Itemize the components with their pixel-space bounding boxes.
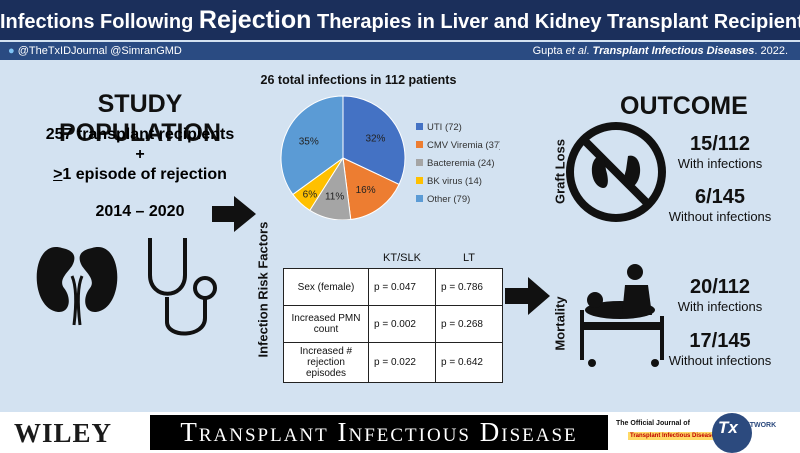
table-header: KT/SLK LT bbox=[284, 248, 503, 269]
p-value-cell: p = 0.047 bbox=[368, 268, 436, 306]
rejection-text: 1 episode of rejection bbox=[62, 166, 227, 183]
legend-label: UTI (72) bbox=[427, 122, 462, 133]
legend-swatch bbox=[416, 141, 423, 148]
legend-label: Other (79) bbox=[427, 194, 470, 205]
header-cell: LT bbox=[462, 252, 476, 264]
chart-title: 226 total infections in 112 patients bbox=[260, 73, 456, 87]
stethoscope-tube bbox=[165, 297, 207, 336]
pie-chart: 226 total infections in 112 patients 32%… bbox=[260, 73, 500, 220]
graft-without: 6/145 bbox=[694, 186, 746, 208]
table-row: Increased PMN count p = 0.002 p = 0.268 bbox=[283, 305, 503, 343]
graft-with-label: With infections bbox=[677, 156, 763, 171]
risk-table: KT/SLK LT Sex (female) p = 0.047 p = 0.786 In… bbox=[283, 248, 503, 383]
kidney-icon bbox=[591, 155, 641, 188]
citation-sep: . bbox=[586, 45, 593, 57]
official-text: The Official Journal of bbox=[616, 420, 690, 427]
network-sub: NETWORK bbox=[740, 422, 777, 429]
mortality-without-label: Without infections bbox=[668, 353, 772, 368]
slice-label: 6% bbox=[303, 189, 318, 200]
pie-slice bbox=[280, 95, 344, 196]
legend-label: CMV Viremia (37) bbox=[427, 140, 500, 151]
publisher: WILEY bbox=[14, 418, 113, 448]
factor-cell: Sex (female) bbox=[283, 268, 369, 306]
social-bar: ● @TheTxIDJournal @SimranGMD Gupta et al… bbox=[0, 42, 800, 60]
stethoscope-icon bbox=[148, 238, 187, 296]
doctor-head bbox=[627, 264, 643, 280]
arrow bbox=[505, 277, 550, 315]
legend-swatch bbox=[416, 195, 423, 202]
header-cell bbox=[284, 248, 369, 269]
slice-label: 35% bbox=[299, 137, 319, 148]
handles: @TheTxIDJournal @SimranGMD bbox=[17, 45, 182, 57]
kidney-icon bbox=[79, 247, 118, 313]
title-text: Infections Following bbox=[0, 11, 199, 33]
society-journal: Transplant Infectious Disease bbox=[628, 432, 717, 440]
gte-symbol: > bbox=[53, 166, 63, 183]
slice-label: 32% bbox=[365, 133, 385, 144]
study-heading: STUDY POPULATION bbox=[58, 90, 222, 147]
mortality-label: Mortality bbox=[552, 296, 568, 351]
graft-without-label: Without infections bbox=[668, 209, 772, 224]
graft-with: 15/112 bbox=[689, 133, 751, 155]
no-symbol-bar bbox=[581, 137, 651, 207]
years: 2014 – 2020 bbox=[95, 203, 185, 220]
patient-head bbox=[587, 292, 603, 308]
legend-label: BK virus (14) bbox=[427, 176, 482, 187]
bed-icon bbox=[582, 322, 662, 330]
legend-swatch bbox=[416, 159, 423, 166]
citation-etal: et al bbox=[565, 45, 587, 57]
legend-label: Bacteremia (24) bbox=[427, 158, 495, 169]
p-value-cell: p = 0.642 bbox=[435, 342, 503, 383]
bed-wheel bbox=[588, 359, 596, 367]
title-bar: Infections Following Rejection Therapies… bbox=[0, 0, 800, 40]
p-value-cell: p = 0.022 bbox=[368, 342, 436, 383]
bed-legs bbox=[580, 310, 664, 360]
mortality-with: 20/112 bbox=[689, 276, 751, 298]
citation-author: Gupta bbox=[532, 45, 566, 57]
citation: Gupta et al. Transplant Infectious Disea… bbox=[533, 42, 788, 60]
p-value-cell: p = 0.786 bbox=[435, 268, 503, 306]
pie-slice bbox=[342, 95, 406, 186]
title-text: Therapies in Liver and Kidney Transplant… bbox=[311, 11, 800, 33]
citation-year: . 2022. bbox=[754, 45, 788, 57]
arrow bbox=[212, 196, 256, 232]
header-cell: KT/SLK bbox=[383, 252, 421, 264]
table-row: Sex (female) p = 0.047 p = 0.786 bbox=[283, 268, 503, 306]
icons bbox=[36, 122, 666, 367]
citation-journal: Transplant Infectious Diseases bbox=[592, 45, 755, 57]
legend-swatch bbox=[416, 177, 423, 184]
mortality-without: 17/145 bbox=[689, 330, 751, 352]
slice-label: 16% bbox=[356, 185, 376, 196]
rejection-line: >1 episode of rejection bbox=[10, 166, 270, 184]
kidney-icon bbox=[36, 247, 75, 313]
p-value-cell: p = 0.002 bbox=[368, 305, 436, 343]
population-line: 257 transplant recipients bbox=[45, 126, 235, 143]
plus: + bbox=[135, 146, 145, 163]
twitter-handles: ● @TheTxIDJournal @SimranGMD bbox=[8, 42, 182, 60]
mortality-with-label: With infections bbox=[677, 299, 763, 314]
outcome-heading: OUTCOME bbox=[620, 92, 748, 120]
no-symbol bbox=[566, 122, 666, 222]
slice-label: 11% bbox=[325, 192, 344, 203]
doctor-body bbox=[622, 285, 652, 315]
bed-wheel bbox=[651, 359, 659, 367]
legend-swatch bbox=[416, 123, 423, 130]
twitter-icon: ● bbox=[8, 45, 15, 57]
stethoscope-chest bbox=[193, 276, 217, 300]
ureter bbox=[70, 275, 84, 326]
network-logo bbox=[712, 413, 752, 453]
factor-cell: Increased # rejection episodes bbox=[283, 342, 369, 383]
risk-label: Infection Risk Factors bbox=[255, 221, 271, 358]
pie-slice bbox=[342, 157, 400, 220]
footer: WILEY Transplant Infectious Disease The … bbox=[0, 412, 800, 453]
network-mark: Tx bbox=[718, 418, 738, 437]
table-row: Increased # rejection episodes p = 0.022 p… bbox=[283, 342, 503, 383]
title-emphasis: Rejection bbox=[198, 6, 312, 34]
factor-cell: Increased PMN count bbox=[283, 305, 369, 343]
journal-banner: Transplant Infectious Disease bbox=[150, 415, 608, 450]
p-value-cell: p = 0.268 bbox=[435, 305, 503, 343]
graft-loss-label: Graft Loss bbox=[552, 139, 568, 205]
